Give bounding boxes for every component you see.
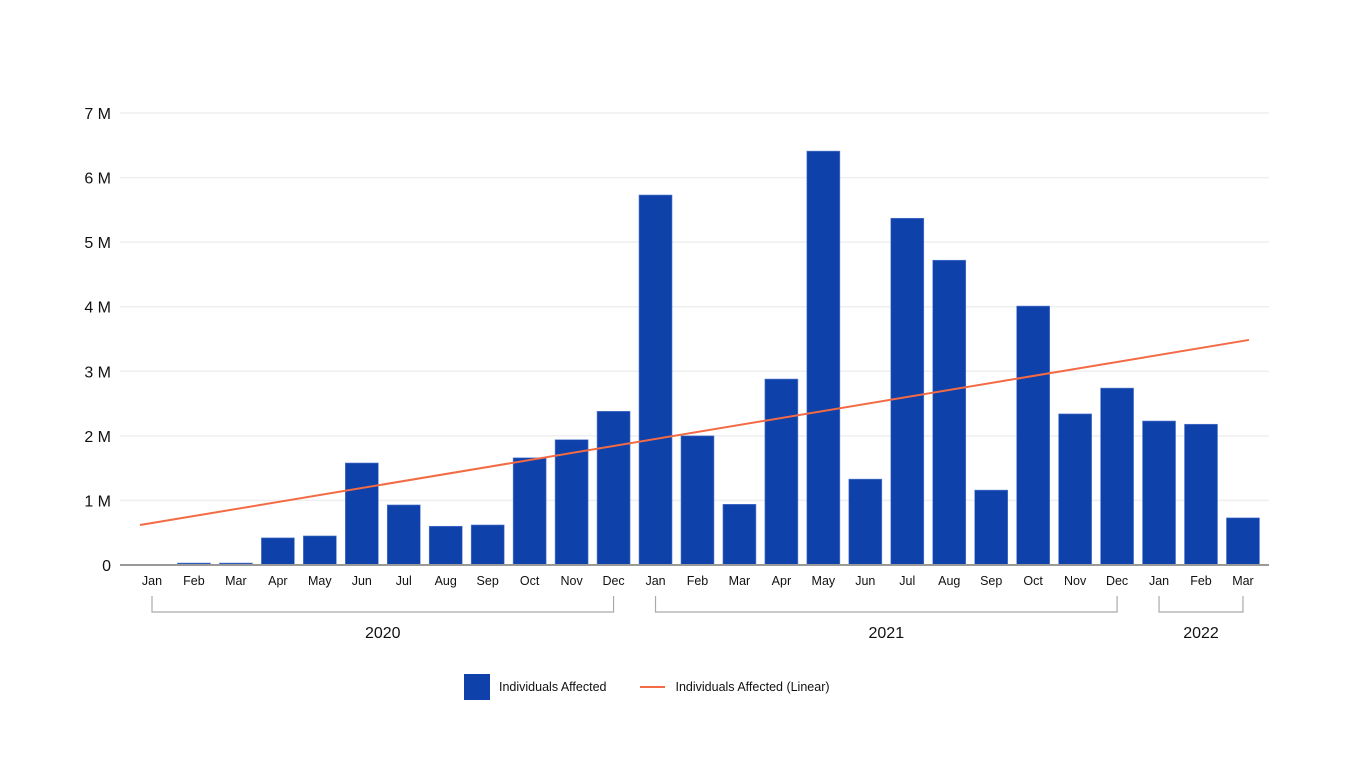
bar xyxy=(428,525,463,566)
x-tick-label: Jan xyxy=(142,574,162,588)
x-tick-label: Jan xyxy=(645,574,665,588)
bar xyxy=(1100,387,1134,566)
bar xyxy=(1226,517,1260,566)
year-bracket xyxy=(151,596,615,613)
trend-line xyxy=(139,338,1250,527)
y-tick-label: 0 xyxy=(102,558,111,575)
bar xyxy=(932,259,967,566)
x-tick-label: Aug xyxy=(435,574,457,588)
bar xyxy=(1142,420,1176,566)
bar xyxy=(344,462,379,566)
x-tick-label: Nov xyxy=(560,574,583,588)
year-bracket xyxy=(1158,596,1244,613)
x-tick-label: May xyxy=(812,574,836,588)
legend-label-bar: Individuals Affected xyxy=(499,680,607,694)
year-label: 2020 xyxy=(365,625,401,642)
bar xyxy=(1016,305,1050,566)
y-tick-label: 3 M xyxy=(84,364,111,381)
x-tick-label: Jul xyxy=(899,574,915,588)
x-tick-label: Jan xyxy=(1149,574,1169,588)
x-tick-label: Feb xyxy=(1190,574,1212,588)
year-bracket xyxy=(654,596,1118,613)
legend-swatch-bar xyxy=(464,674,490,700)
y-tick-label: 2 M xyxy=(84,429,111,446)
bar xyxy=(554,439,589,566)
bar xyxy=(680,435,715,566)
bar xyxy=(261,537,295,566)
y-tick-label: 4 M xyxy=(84,300,111,317)
year-label: 2022 xyxy=(1183,625,1219,642)
x-tick-label: May xyxy=(308,574,332,588)
y-tick-label: 6 M xyxy=(84,171,111,188)
bar xyxy=(890,217,925,566)
bar xyxy=(722,504,757,566)
x-tick-label: Oct xyxy=(520,574,540,588)
legend-swatch-line xyxy=(640,686,666,688)
bar xyxy=(303,535,337,566)
x-tick-label: Jul xyxy=(396,574,412,588)
x-tick-label: Dec xyxy=(602,574,624,588)
legend: Individuals Affected Individuals Affecte… xyxy=(464,674,830,700)
legend-label-line: Individuals Affected (Linear) xyxy=(675,680,830,694)
bar xyxy=(386,504,421,566)
x-tick-label: Apr xyxy=(268,574,287,588)
x-tick-label: Sep xyxy=(477,574,499,588)
bar xyxy=(596,411,631,566)
x-tick-label: Dec xyxy=(1106,574,1128,588)
bar xyxy=(974,489,1009,566)
x-tick-label: Sep xyxy=(980,574,1002,588)
x-tick-label: Feb xyxy=(687,574,709,588)
x-tick-label: Jun xyxy=(855,574,875,588)
year-label: 2021 xyxy=(869,625,905,642)
bar xyxy=(1058,413,1092,566)
bar xyxy=(848,478,883,566)
bar xyxy=(764,378,799,566)
x-tick-label: Oct xyxy=(1023,574,1043,588)
x-tick-label: Aug xyxy=(938,574,960,588)
bar xyxy=(470,524,505,566)
x-tick-label: Apr xyxy=(772,574,791,588)
x-tick-label: Mar xyxy=(225,574,247,588)
x-tick-label: Jun xyxy=(352,574,372,588)
x-tick-label: Nov xyxy=(1064,574,1087,588)
bar xyxy=(1184,423,1218,566)
y-tick-label: 7 M xyxy=(84,106,111,123)
x-tick-label: Feb xyxy=(183,574,205,588)
bar xyxy=(806,150,841,566)
y-tick-label: 1 M xyxy=(84,493,111,510)
bar xyxy=(638,194,673,566)
x-tick-label: Mar xyxy=(1232,574,1254,588)
y-tick-label: 5 M xyxy=(84,235,111,252)
x-tick-label: Mar xyxy=(729,574,751,588)
bar xyxy=(512,457,547,566)
